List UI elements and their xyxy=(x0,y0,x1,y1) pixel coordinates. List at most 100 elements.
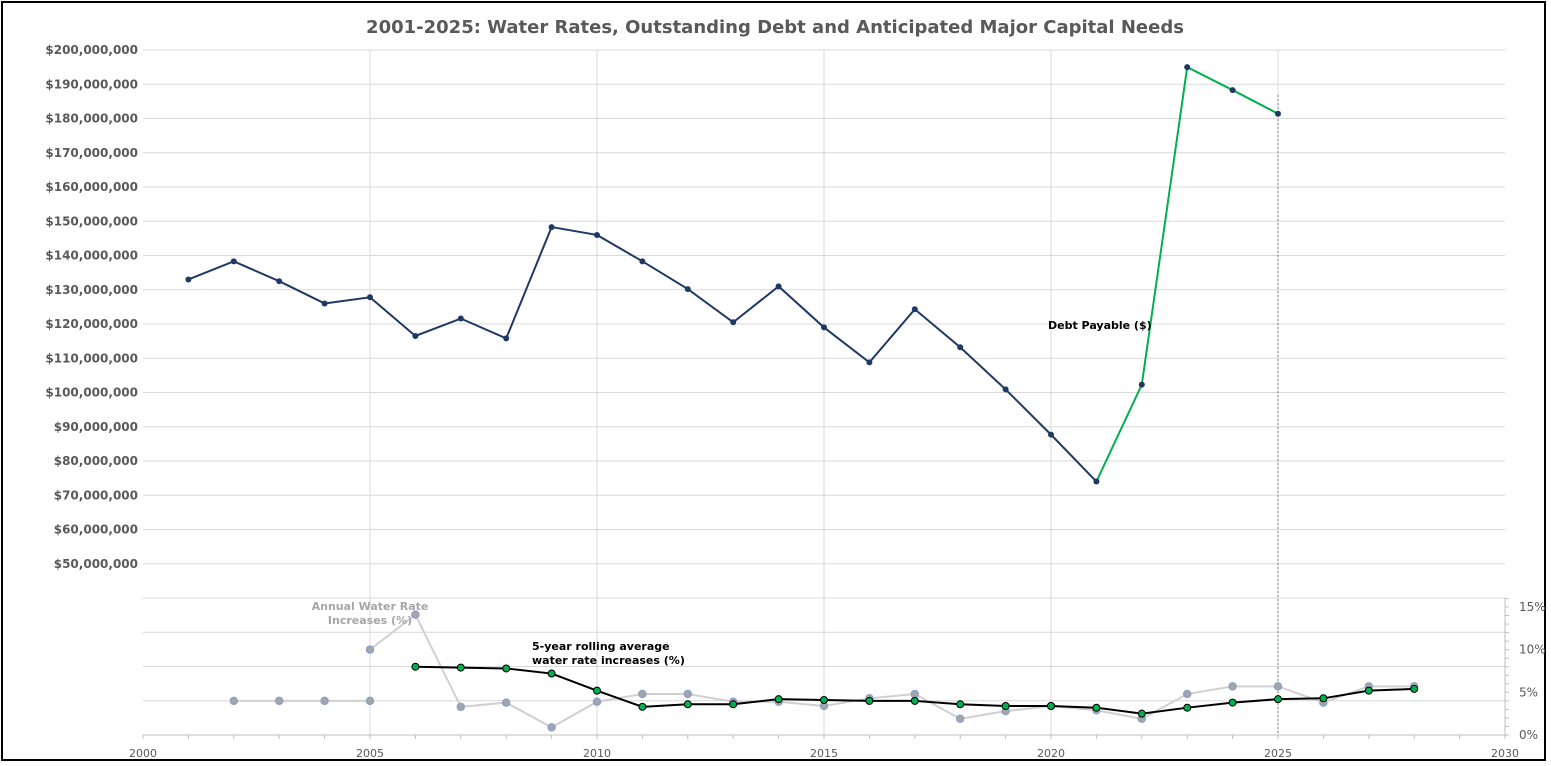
annual-rate-label: Annual Water Rate Increases (%) xyxy=(312,600,429,627)
rolling-avg-point xyxy=(1274,695,1282,704)
annual-rate-point xyxy=(320,696,329,706)
y-left-tick-label: $190,000,000 xyxy=(45,77,138,91)
rolling-avg-point xyxy=(1364,686,1373,695)
debt-point xyxy=(1184,64,1191,71)
rolling-avg-point xyxy=(910,696,919,705)
debt-point xyxy=(367,294,373,301)
chart-title: 2001-2025: Water Rates, Outstanding Debt… xyxy=(366,17,1184,38)
y-left-tick-label: $160,000,000 xyxy=(45,180,138,194)
debt-point xyxy=(730,319,737,326)
y-left-tick-label: $140,000,000 xyxy=(45,249,138,263)
rolling-avg-point xyxy=(1047,701,1055,710)
debt-point xyxy=(412,332,419,339)
x-tick-label: 2005 xyxy=(356,747,384,760)
rolling-avg-point xyxy=(1319,694,1328,703)
debt-point xyxy=(1093,478,1100,485)
debt-point xyxy=(548,224,555,231)
debt-point xyxy=(821,324,827,331)
y-right-tick-label: 10% xyxy=(1519,643,1546,657)
annual-rate-point xyxy=(365,696,375,706)
annual-rate-line xyxy=(369,613,1415,729)
rolling-avg-point xyxy=(593,686,601,695)
x-tick-label: 2010 xyxy=(583,747,611,760)
x-tick-label: 2025 xyxy=(1264,747,1292,760)
rolling-avg-point xyxy=(729,700,738,709)
rolling-avg-label: 5-year rolling average water rate increas… xyxy=(532,640,685,667)
annual-rate-point xyxy=(955,714,965,724)
debt-point xyxy=(639,258,646,265)
annual-rate-point xyxy=(547,723,556,732)
rolling-avg-point xyxy=(411,662,420,671)
y-left-tick-label: $200,000,000 xyxy=(45,43,138,57)
annual-rate-point xyxy=(456,702,466,712)
y-left-tick-label: $130,000,000 xyxy=(45,283,138,297)
y-left-tick-label: $180,000,000 xyxy=(45,112,138,126)
rolling-avg-point xyxy=(1410,684,1419,693)
debt-point xyxy=(1002,386,1009,393)
debt-projected-line xyxy=(1095,65,1279,482)
rolling-avg-point xyxy=(638,702,647,711)
y-right-tick-label: 5% xyxy=(1519,685,1538,699)
y-right-tick-label: 15% xyxy=(1519,600,1546,614)
debt-point xyxy=(1275,110,1281,117)
y-left-tick-label: $120,000,000 xyxy=(45,317,138,331)
rolling-avg-point xyxy=(683,700,692,709)
debt-point xyxy=(775,283,782,290)
debt-point xyxy=(866,359,873,366)
debt-point xyxy=(185,276,192,283)
annual-rate-point xyxy=(592,697,602,706)
y-right-tick-label: 0% xyxy=(1519,728,1538,742)
debt-line xyxy=(188,225,1098,483)
rolling-avg-point xyxy=(820,696,828,705)
rolling-avg-point xyxy=(1137,709,1146,718)
rolling-avg-point xyxy=(1183,703,1192,712)
rolling-avg-point xyxy=(456,663,465,672)
rolling-avg-point xyxy=(502,664,511,673)
debt-point xyxy=(911,306,918,313)
annual-rate-point xyxy=(1182,689,1192,699)
x-tick-label: 2030 xyxy=(1491,747,1519,760)
debt-point xyxy=(1048,431,1054,438)
y-left-tick-label: $80,000,000 xyxy=(54,454,138,468)
rolling-avg-point xyxy=(1092,703,1101,712)
debt-point xyxy=(1138,381,1145,388)
annual-rate-point xyxy=(501,698,511,707)
annual-rate-point xyxy=(229,696,239,706)
y-left-tick-label: $60,000,000 xyxy=(54,523,138,537)
y-left-tick-label: $170,000,000 xyxy=(45,146,138,160)
debt-point xyxy=(230,258,237,265)
debt-point xyxy=(594,231,600,238)
annual-rate-point xyxy=(910,689,920,699)
x-tick-label: 2020 xyxy=(1037,747,1065,760)
y-left-tick-label: $90,000,000 xyxy=(54,420,138,434)
rolling-avg-point xyxy=(1001,701,1010,710)
rolling-avg-point xyxy=(774,695,783,704)
debt-point xyxy=(321,300,328,307)
debt-point xyxy=(684,286,691,293)
x-tick-label: 2000 xyxy=(129,747,157,760)
rolling-avg-point xyxy=(547,669,556,678)
y-left-tick-label: $110,000,000 xyxy=(45,351,138,365)
rolling-avg-point xyxy=(956,700,965,709)
debt-point xyxy=(1229,87,1236,94)
debt-point xyxy=(276,278,283,285)
annual-rate-point xyxy=(1273,682,1283,691)
y-left-tick-label: $70,000,000 xyxy=(54,488,138,502)
annual-rate-point xyxy=(1228,682,1237,691)
annual-rate-point xyxy=(411,610,420,619)
rolling-avg-point xyxy=(1228,698,1237,707)
y-left-tick-label: $150,000,000 xyxy=(45,214,138,228)
y-left-tick-label: $50,000,000 xyxy=(54,557,138,571)
debt-label: Debt Payable ($) xyxy=(1048,319,1152,332)
debt-point xyxy=(457,315,464,322)
annual-rate-point xyxy=(638,689,647,699)
annual-rate-point xyxy=(365,645,375,654)
x-tick-label: 2015 xyxy=(810,747,838,760)
annual-rate-point xyxy=(683,689,693,699)
rolling-avg-point xyxy=(865,696,874,705)
annual-rate-point xyxy=(274,696,284,706)
debt-point xyxy=(957,344,964,351)
y-left-tick-label: $100,000,000 xyxy=(45,386,138,400)
